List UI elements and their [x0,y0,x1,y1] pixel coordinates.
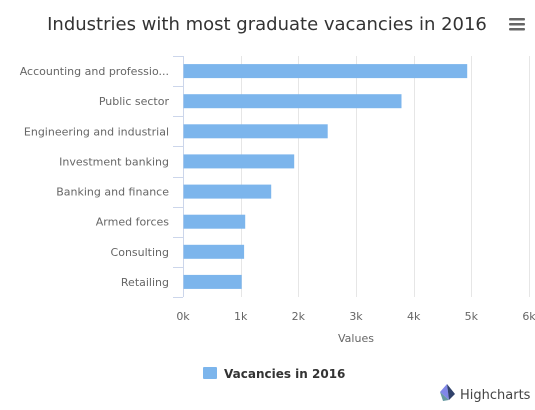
value-axis-title: Values [338,332,374,345]
tick-label-4k: 4k [407,310,421,323]
value-axis-ticks: 0k 1k 2k 3k 4k 5k 6k [176,310,535,323]
tick-label-0k: 0k [176,310,190,323]
bar-5[interactable] [183,184,272,199]
category-label: Consulting [111,246,169,259]
bar-7[interactable] [183,244,245,259]
bar-8[interactable] [183,274,242,289]
category-axis: Accounting and professio... Public sector… [20,56,184,298]
credits[interactable]: Highcharts [440,384,531,403]
highcharts-logo-icon [440,384,455,401]
tick-label-1k: 1k [234,310,248,323]
legend-swatch[interactable] [203,367,217,379]
tick-label-3k: 3k [349,310,363,323]
context-menu-button[interactable] [504,12,528,36]
bar-4[interactable] [183,154,295,169]
credits-label[interactable]: Highcharts [460,388,531,403]
bar-3[interactable] [183,124,328,139]
tick-label-6k: 6k [522,310,535,323]
category-label: Banking and finance [56,186,169,199]
bars [183,64,468,289]
legend[interactable]: Vacancies in 2016 [203,367,345,381]
chart-title: Industries with most graduate vacancies … [47,14,487,35]
category-label: Retailing [121,276,169,289]
category-label: Investment banking [59,155,169,168]
legend-item-label[interactable]: Vacancies in 2016 [224,367,345,381]
category-label: Engineering and industrial [24,125,169,138]
tick-label-2k: 2k [292,310,306,323]
tick-label-5k: 5k [465,310,479,323]
category-label: Public sector [99,95,170,108]
category-label: Armed forces [96,216,170,229]
hamburger-menu-icon [509,18,525,31]
bar-1[interactable] [183,64,468,79]
bar-6[interactable] [183,214,246,229]
bar-2[interactable] [183,94,402,109]
category-label: Accounting and professio... [20,65,169,78]
